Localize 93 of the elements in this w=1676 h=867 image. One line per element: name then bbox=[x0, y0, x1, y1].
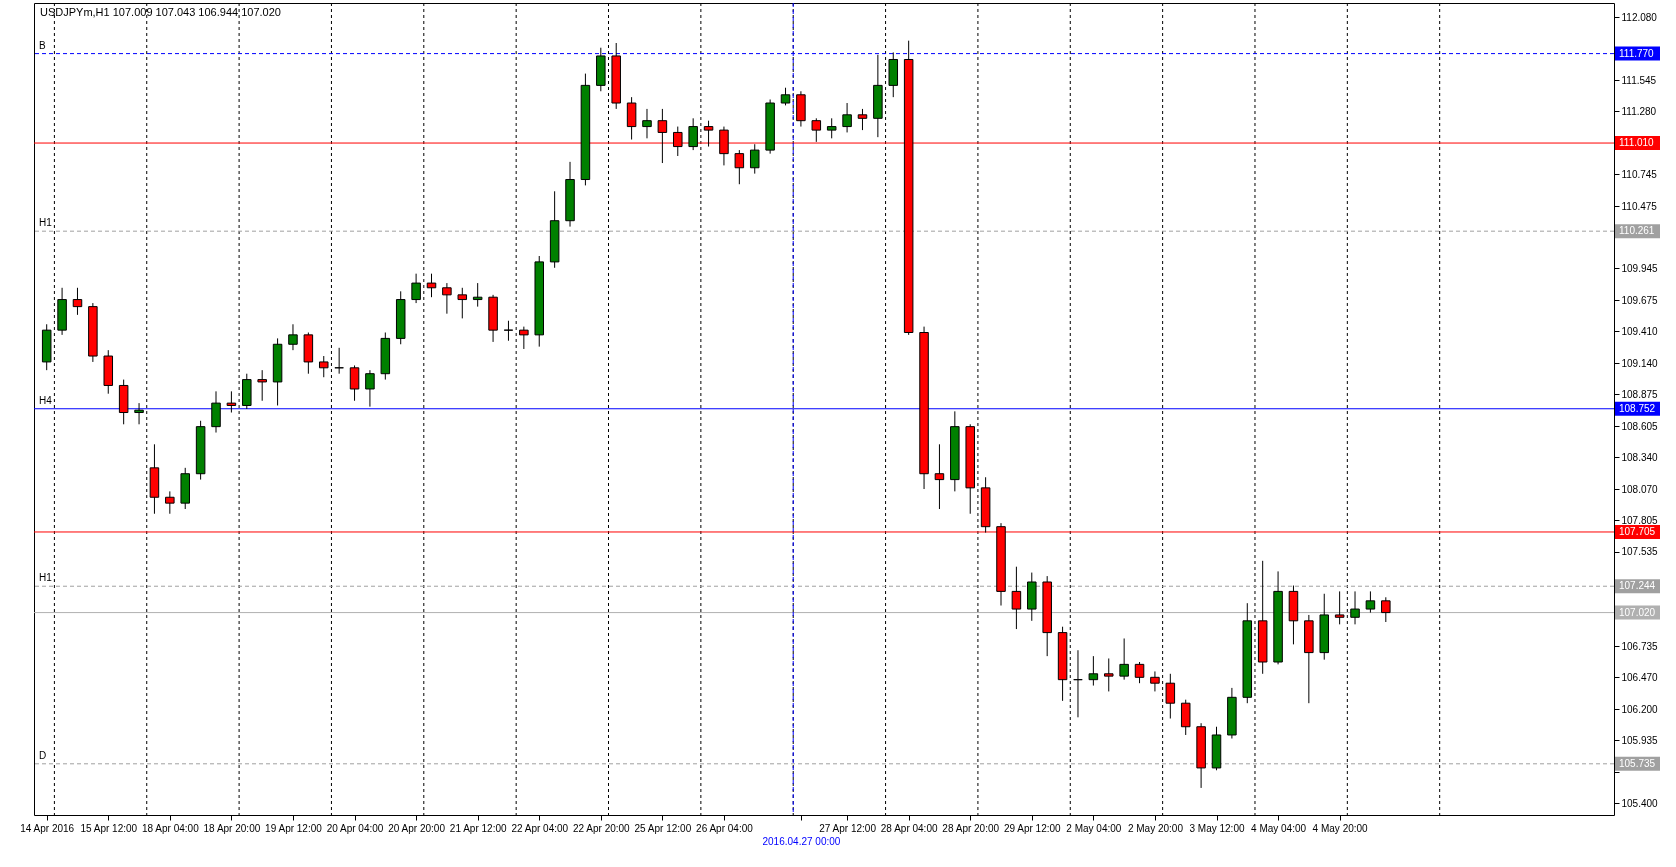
candlestick bbox=[934, 443, 945, 510]
candlestick bbox=[1150, 670, 1160, 692]
candlestick bbox=[257, 369, 267, 402]
candlestick bbox=[1134, 661, 1145, 684]
x-tick-label: 22 Apr 20:00 bbox=[572, 822, 631, 834]
y-tick-label: 109.675 bbox=[1621, 294, 1659, 306]
candlestick bbox=[165, 490, 175, 515]
text: 110.261 bbox=[1619, 225, 1655, 237]
y-tick-label: 109.410 bbox=[1621, 325, 1659, 337]
x-tick-label: 20 Apr 04:00 bbox=[326, 822, 384, 834]
ref-line-label: B bbox=[39, 39, 46, 51]
candlestick bbox=[211, 390, 221, 434]
y-tick-label: 107.805 bbox=[1621, 514, 1659, 526]
candlestick bbox=[519, 326, 529, 350]
candlestick bbox=[1011, 566, 1022, 630]
candlestick bbox=[349, 364, 360, 402]
y-tick-label: 105.400 bbox=[1621, 797, 1659, 809]
candlestick bbox=[1104, 657, 1114, 692]
ref-line-label: H1 bbox=[39, 217, 53, 229]
y-tick-label: 108.605 bbox=[1621, 420, 1659, 432]
ref-line-label: H1 bbox=[39, 572, 53, 584]
x-tick-label: 2016.04.27 00:00 bbox=[762, 835, 841, 847]
x-tick-label: 28 Apr 20:00 bbox=[942, 822, 1000, 834]
candlestick bbox=[426, 273, 437, 298]
candlestick bbox=[688, 117, 698, 151]
x-tick-label: 26 Apr 04:00 bbox=[696, 822, 754, 834]
x-tick-label: 4 May 20:00 bbox=[1312, 822, 1369, 834]
x-tick-label: 2 May 20:00 bbox=[1127, 822, 1184, 834]
x-tick-label: 3 May 12:00 bbox=[1189, 822, 1245, 834]
x-tick-label: 21 Apr 12:00 bbox=[449, 822, 507, 834]
candlestick bbox=[626, 96, 637, 141]
text: 108.752 bbox=[1619, 402, 1656, 414]
candlestick bbox=[826, 117, 837, 139]
y-tick-label: 112.080 bbox=[1621, 11, 1658, 23]
x-tick-label: 2 May 04:00 bbox=[1066, 822, 1122, 834]
x-tick-label: 18 Apr 04:00 bbox=[141, 822, 200, 834]
x-tick-label: 22 Apr 04:00 bbox=[511, 822, 569, 834]
y-tick-label: 111.545 bbox=[1621, 74, 1657, 86]
y-tick-label: 111.280 bbox=[1621, 105, 1657, 117]
candlestick bbox=[457, 287, 468, 319]
x-tick-label: 25 Apr 12:00 bbox=[634, 822, 692, 834]
candlestick bbox=[365, 369, 375, 408]
candlestick bbox=[734, 149, 745, 185]
y-tick-label: 109.140 bbox=[1621, 357, 1659, 369]
y-tick-label: 110.745 bbox=[1621, 168, 1658, 180]
y-tick-label: 105.935 bbox=[1621, 734, 1659, 746]
y-tick-label: 107.535 bbox=[1621, 546, 1659, 558]
y-tick-label: 106.735 bbox=[1621, 640, 1659, 652]
candlestick bbox=[1350, 590, 1360, 625]
candlestick bbox=[1180, 699, 1191, 736]
y-tick-label: 108.340 bbox=[1621, 451, 1659, 463]
x-tick-label: 27 Apr 12:00 bbox=[819, 822, 877, 834]
y-tick-label: 110.475 bbox=[1621, 200, 1658, 212]
text: 111.010 bbox=[1619, 137, 1655, 149]
candlestick bbox=[134, 402, 144, 425]
y-tick-label: 106.470 bbox=[1621, 671, 1659, 683]
x-tick-label: 28 Apr 04:00 bbox=[880, 822, 938, 834]
x-tick-label: 14 Apr 2016 bbox=[20, 822, 75, 834]
x-tick-label: 29 Apr 12:00 bbox=[1003, 822, 1062, 834]
text: 107.244 bbox=[1619, 580, 1656, 592]
candlestick bbox=[319, 355, 329, 378]
candlestick bbox=[1165, 673, 1176, 719]
x-tick-label: 4 May 04:00 bbox=[1251, 822, 1307, 834]
text: 111.770 bbox=[1619, 47, 1655, 59]
candlestick bbox=[442, 282, 452, 315]
candlestick bbox=[72, 287, 83, 316]
y-tick-label: 106.200 bbox=[1621, 703, 1659, 715]
candlestick bbox=[749, 143, 760, 175]
candlestick bbox=[1088, 655, 1099, 687]
text: 105.735 bbox=[1619, 757, 1656, 769]
x-tick-label: 20 Apr 20:00 bbox=[388, 822, 446, 834]
candlestick bbox=[1119, 637, 1129, 681]
x-tick-label: 19 Apr 12:00 bbox=[265, 822, 323, 834]
y-tick-label: 108.875 bbox=[1621, 388, 1659, 400]
y-tick-label: 108.070 bbox=[1621, 483, 1659, 495]
text: 107.020 bbox=[1619, 606, 1656, 618]
text: 107.705 bbox=[1619, 525, 1656, 537]
candlestick bbox=[1334, 590, 1345, 625]
candlestick bbox=[411, 273, 421, 304]
chart-title: USDJPYm,H1 107.009 107.043 106.944 107.020 bbox=[40, 6, 281, 18]
candlestick bbox=[1381, 596, 1391, 623]
candlestick bbox=[288, 323, 298, 351]
x-tick-label: 18 Apr 20:00 bbox=[203, 822, 261, 834]
y-tick-label: 109.945 bbox=[1621, 262, 1659, 274]
candlestick bbox=[842, 102, 852, 133]
candlestick bbox=[472, 282, 483, 308]
x-tick-label: 15 Apr 12:00 bbox=[80, 822, 138, 834]
ref-line-label: D bbox=[39, 749, 47, 761]
candlestick bbox=[226, 390, 237, 414]
ref-line-label: H4 bbox=[39, 394, 53, 406]
candlestick bbox=[1365, 590, 1376, 614]
candlestick bbox=[857, 108, 868, 131]
candlestick bbox=[642, 108, 652, 139]
